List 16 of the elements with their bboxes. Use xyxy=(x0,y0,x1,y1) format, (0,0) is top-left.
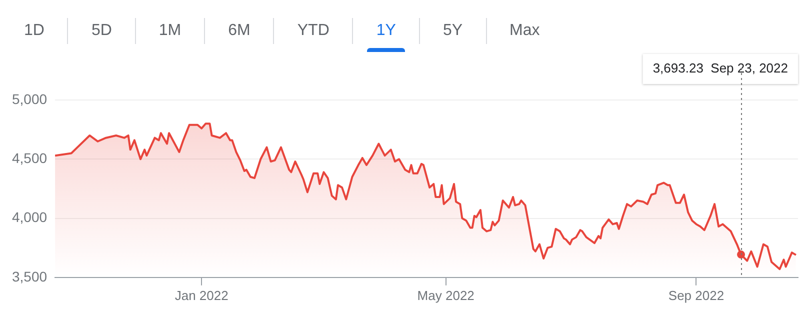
text: 5Y xyxy=(418,18,486,44)
text: 1Y xyxy=(352,18,419,44)
y-tick-label: 4,500 xyxy=(12,150,48,166)
text: Max xyxy=(486,18,563,44)
text: 5D xyxy=(67,18,135,44)
text: YTD xyxy=(273,18,352,44)
x-tick-label: Jan 2022 xyxy=(174,288,228,303)
text: 3,693.23 Sep 23, 2022 xyxy=(652,60,788,76)
x-tick-label: Sep 2022 xyxy=(668,288,724,303)
text: 1M xyxy=(134,18,204,44)
x-tick-label: May 2022 xyxy=(417,288,474,303)
text: 1D xyxy=(23,21,46,41)
text: 6M xyxy=(204,18,274,44)
y-tick-label: 5,000 xyxy=(12,90,48,107)
y-tick-label: 4,000 xyxy=(12,209,48,226)
y-tick-label: 3,500 xyxy=(12,268,48,284)
